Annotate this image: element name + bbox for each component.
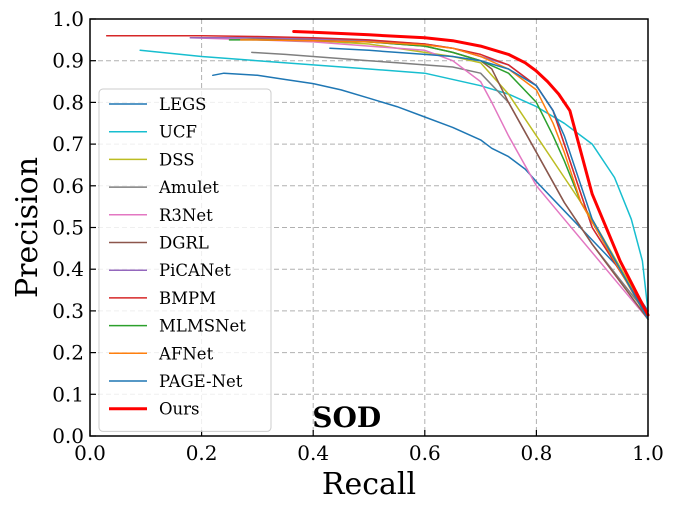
legend-label: MLMSNet xyxy=(159,317,246,336)
x-tick-label: 0.0 xyxy=(74,441,106,465)
x-tick-label: 1.0 xyxy=(632,441,664,465)
legend: LEGS UCF DSS Amulet R3Net DGRL PiCANet BMPM MLMS… xyxy=(98,88,272,432)
legend-label: LEGS xyxy=(159,95,207,114)
series-line-r3net xyxy=(189,37,649,320)
series-lines xyxy=(105,30,650,320)
y-tick-label: 1.0 xyxy=(52,7,84,31)
y-tick-label: 0.6 xyxy=(52,174,84,198)
y-tick-label: 0.5 xyxy=(52,216,84,240)
x-tick-label: 0.2 xyxy=(186,441,218,465)
y-axis-title: Precision xyxy=(10,157,45,298)
x-tick-label: 0.6 xyxy=(409,441,441,465)
x-tick-label: 0.8 xyxy=(520,441,552,465)
x-tick-label: 0.4 xyxy=(297,441,329,465)
legend-box xyxy=(98,88,272,432)
series-line-legs xyxy=(212,72,649,312)
legend-label: PAGE-Net xyxy=(159,372,243,391)
legend-label: BMPM xyxy=(159,289,216,308)
x-axis-title: Recall xyxy=(322,467,416,502)
y-tick-label: 0.3 xyxy=(52,299,84,323)
y-tick-label: 0.7 xyxy=(52,132,84,156)
series-line-afnet xyxy=(239,39,649,320)
chart-title: SOD xyxy=(312,401,381,434)
series-line-ours xyxy=(292,30,650,317)
y-tick-label: 0.2 xyxy=(52,341,84,365)
legend-label: PiCANet xyxy=(159,261,231,280)
legend-label: DSS xyxy=(159,150,195,169)
legend-label: Ours xyxy=(159,400,200,419)
y-tick-label: 0.1 xyxy=(52,382,84,406)
y-tick-label: 0.0 xyxy=(52,424,84,448)
series-line-bmpm xyxy=(105,34,649,316)
y-tick-label: 0.8 xyxy=(52,90,84,114)
y-tick-label: 0.9 xyxy=(52,49,84,73)
series-line-page-net xyxy=(329,47,649,320)
legend-label: UCF xyxy=(159,123,197,142)
legend-label: DGRL xyxy=(159,234,209,253)
y-tick-label: 0.4 xyxy=(52,257,84,281)
legend-label: AFNet xyxy=(158,344,214,363)
legend-label: Amulet xyxy=(158,178,219,197)
legend-label: R3Net xyxy=(159,206,213,225)
axis-ticks: 0.0 0.2 0.4 0.6 0.8 1.0 0.0 0.1 0.2 0.3 0.4 0.5 0.6 0… xyxy=(52,7,664,465)
